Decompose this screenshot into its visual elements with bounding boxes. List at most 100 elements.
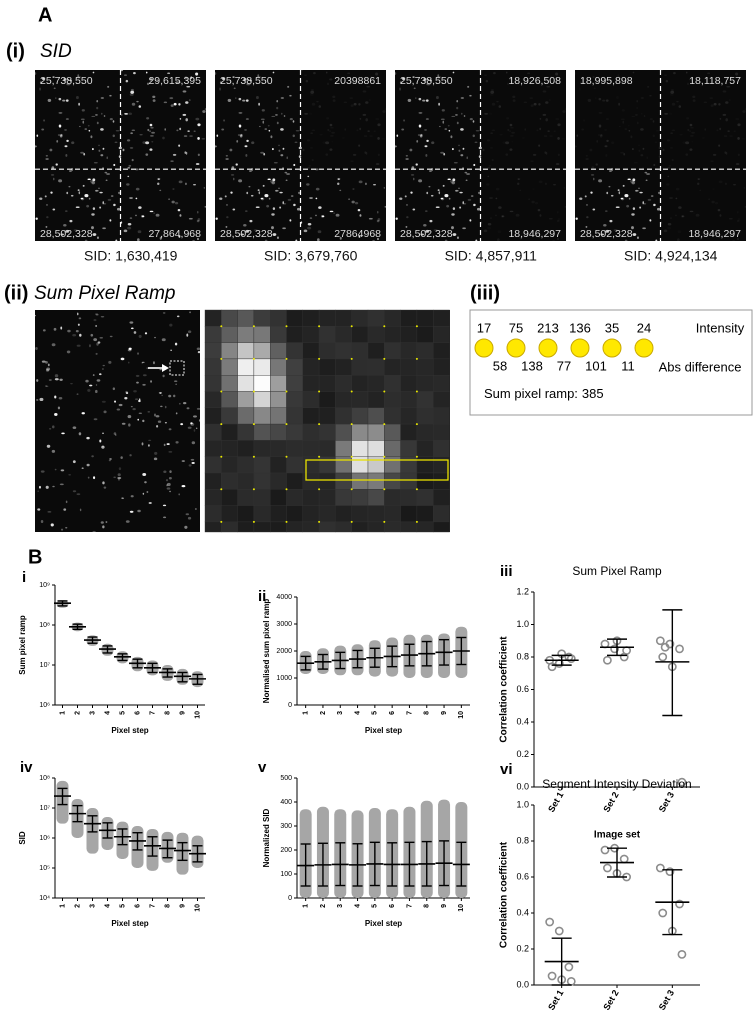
cell-spot	[67, 79, 70, 81]
cell-spot	[304, 113, 309, 115]
cell-spot	[647, 198, 652, 201]
pixel	[237, 326, 255, 343]
quadrant-value: 18,118,757	[689, 75, 741, 87]
pixel	[367, 326, 385, 343]
pixel	[351, 440, 369, 457]
cell-spot	[642, 201, 644, 205]
cell-spot	[357, 208, 361, 212]
cell-spot	[98, 144, 100, 147]
cell-spot	[125, 390, 128, 394]
cell-spot	[604, 129, 607, 130]
cell-spot	[358, 103, 361, 106]
cell-spot	[298, 191, 300, 195]
cell-spot	[261, 197, 265, 201]
cell-spot	[58, 179, 63, 183]
cell-spot	[465, 179, 468, 182]
cell-spot	[636, 100, 639, 103]
cell-spot	[609, 170, 612, 173]
pixel	[416, 375, 434, 392]
cell-spot	[631, 116, 635, 117]
cell-spot	[165, 479, 169, 482]
cell-spot	[632, 178, 636, 182]
cell-spot	[166, 487, 171, 490]
data-point	[655, 636, 665, 646]
intensity-label: Intensity	[696, 320, 745, 335]
cell-spot	[117, 473, 121, 477]
cell-spot	[264, 194, 269, 198]
quadrant-value: 27864968	[334, 228, 381, 240]
cell-spot	[430, 194, 434, 197]
cell-spot	[63, 508, 67, 511]
cell-spot	[452, 148, 454, 151]
cell-spot	[257, 189, 260, 191]
cell-spot	[189, 311, 191, 314]
x-tick-label: Set 1	[546, 790, 565, 814]
cell-spot	[663, 229, 668, 233]
pixel	[270, 407, 287, 425]
grid-dot	[285, 390, 288, 393]
cell-spot	[98, 187, 100, 189]
cell-spot	[49, 148, 53, 152]
cell-spot	[730, 76, 733, 79]
pixel	[318, 326, 336, 343]
pixel	[384, 375, 401, 392]
cell-spot	[100, 97, 104, 99]
cell-spot	[197, 210, 199, 214]
pixel	[302, 423, 320, 441]
cell-spot	[339, 236, 342, 240]
cell-spot	[447, 178, 451, 181]
cell-spot	[175, 81, 180, 84]
cell-spot	[179, 214, 182, 217]
cell-spot	[50, 174, 55, 176]
cell-spot	[279, 191, 283, 194]
cell-spot	[122, 497, 124, 500]
pixel	[433, 358, 450, 376]
pixel	[416, 342, 434, 360]
cell-spot	[734, 130, 736, 131]
cell-spot	[172, 188, 175, 190]
cell-spot	[509, 148, 513, 151]
cell-spot	[266, 204, 270, 208]
cell-spot	[638, 187, 640, 189]
cell-spot	[676, 188, 680, 191]
data-point	[610, 644, 619, 654]
cell-spot	[81, 412, 85, 415]
cell-spot	[365, 118, 368, 122]
pixel-circle	[506, 338, 526, 358]
cell-spot	[422, 99, 426, 102]
cell-spot	[86, 436, 90, 440]
cell-spot	[640, 128, 644, 131]
cell-spot	[165, 484, 169, 487]
cell-spot	[604, 210, 608, 212]
cell-spot	[691, 141, 693, 142]
pixel	[351, 423, 369, 441]
cell-spot	[692, 99, 696, 102]
cell-spot	[124, 113, 129, 115]
cell-spot	[475, 130, 480, 132]
cell-spot	[274, 114, 278, 116]
cell-spot	[396, 134, 399, 137]
cell-spot	[545, 151, 548, 155]
cell-spot	[118, 478, 120, 481]
cell-spot	[176, 315, 180, 318]
chart-label: i	[22, 569, 26, 586]
cell-spot	[135, 187, 140, 191]
cell-spot	[487, 175, 490, 178]
pixel	[270, 391, 287, 408]
cell-spot	[664, 113, 669, 115]
cell-spot	[77, 323, 80, 326]
cell-spot	[301, 114, 303, 116]
pixel	[221, 375, 238, 392]
pixel	[400, 407, 418, 425]
cell-spot	[528, 198, 530, 200]
cell-spot	[93, 476, 96, 480]
cell-spot	[89, 384, 93, 387]
cell-spot	[35, 217, 38, 220]
pixel	[335, 358, 352, 376]
cell-spot	[595, 97, 596, 98]
x-tick-label: 10	[458, 711, 465, 719]
pixel	[270, 309, 287, 327]
cell-spot	[260, 197, 264, 200]
cell-spot	[197, 237, 199, 241]
pixel	[367, 423, 385, 441]
